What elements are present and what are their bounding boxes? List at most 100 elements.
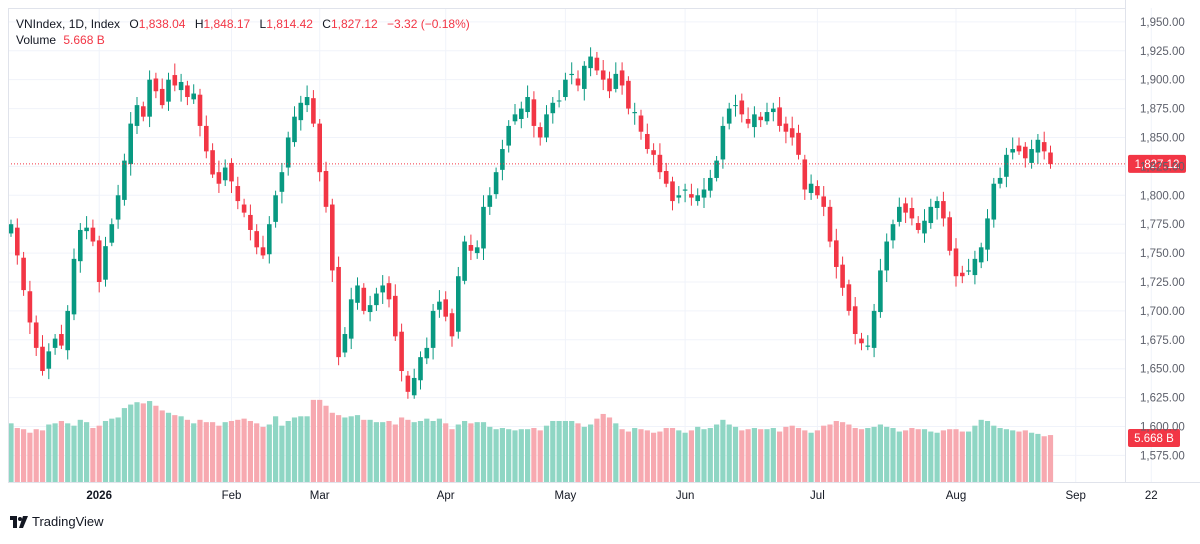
volume-bar [228, 420, 235, 482]
candle-body [147, 79, 152, 117]
volume-bar [310, 399, 316, 482]
candle-body [437, 301, 442, 310]
volume-bar [858, 429, 865, 482]
volume-bar [840, 422, 846, 482]
candle-body [46, 351, 52, 369]
volume-value: 5.668 B [63, 33, 105, 47]
volume-bar [1041, 436, 1047, 482]
candle-body [726, 108, 732, 124]
candle-body [443, 299, 448, 317]
volume-bar [1010, 430, 1016, 482]
y-tick-label: 1,775.00 [1140, 219, 1185, 231]
volume-bar [216, 425, 222, 482]
candle-body [544, 114, 549, 138]
volume-bar [783, 426, 789, 482]
high-label: H [194, 17, 204, 31]
candle-body [745, 118, 751, 124]
volume-bar [770, 428, 776, 482]
candle-body [815, 186, 820, 196]
volume-bar [714, 424, 720, 482]
volume-bar [90, 428, 96, 482]
candle-body [292, 116, 297, 143]
tradingview-logo[interactable]: TradingView [10, 514, 104, 529]
volume-bar [367, 419, 373, 482]
volume-bar [298, 416, 304, 482]
volume-bar [865, 428, 871, 482]
y-tick-label: 1,750.00 [1140, 248, 1185, 260]
candle-body [405, 375, 411, 392]
volume-bar [581, 426, 587, 482]
candle-body [531, 99, 537, 126]
volume-bar [241, 418, 247, 482]
candle-body [418, 357, 423, 381]
candle-body [758, 116, 763, 121]
candle-body [122, 160, 127, 200]
volume-bar [588, 424, 594, 482]
candle-body [323, 171, 329, 207]
volume-bar [764, 429, 770, 482]
volume-bar [134, 402, 140, 482]
candle-body [909, 208, 915, 219]
volume-bar [291, 417, 298, 482]
volume-bar [966, 431, 972, 482]
candle-body [500, 149, 505, 170]
candle-body [1004, 154, 1009, 177]
candle-body [197, 94, 203, 126]
y-tick-label: 1,700.00 [1140, 306, 1185, 318]
volume-bar [625, 431, 631, 482]
grid-layer [8, 8, 1152, 482]
candle-body [33, 322, 39, 348]
y-tick-label: 1,900.00 [1140, 75, 1185, 87]
volume-bar [1029, 432, 1035, 482]
volume-label[interactable]: Volume [16, 33, 57, 47]
volume-bar [165, 412, 172, 482]
candle-body [821, 196, 826, 207]
volume-bar [959, 431, 965, 482]
volume-bar [997, 428, 1003, 482]
candle-body [922, 220, 927, 234]
volume-bar [342, 417, 348, 482]
open-label: O [129, 17, 139, 31]
candle-body [771, 108, 776, 113]
candle-body [153, 78, 159, 92]
candle-body [267, 224, 272, 255]
volume-bar [260, 426, 266, 482]
low-value: 1,814.42 [266, 17, 313, 31]
volume-bar [329, 412, 335, 482]
volume-bar [789, 425, 795, 482]
volume-bar [537, 430, 543, 482]
volume-bar [720, 419, 726, 482]
volume-bar [361, 419, 367, 482]
volume-bar [462, 420, 468, 482]
volume-bar [21, 429, 27, 482]
volume-bar [732, 426, 739, 482]
volume-bar [695, 426, 701, 482]
x-tick-label: 2026 [86, 490, 112, 502]
symbol-title[interactable]: VNIndex, 1D, Index [16, 17, 121, 31]
volume-bar [424, 418, 430, 482]
volume-bar [336, 415, 342, 482]
candle-body [273, 195, 278, 222]
candle-body [878, 270, 883, 313]
low-label: L [259, 17, 267, 31]
volume-bar [317, 399, 323, 482]
candle-body [342, 334, 348, 353]
candle-body [15, 227, 20, 256]
volume-bar [411, 422, 417, 482]
candle-body [1016, 145, 1022, 152]
candle-body [1023, 146, 1028, 159]
x-tick-label: Jun [676, 490, 695, 502]
volume-bar [638, 429, 644, 482]
candle-body [663, 171, 669, 184]
volume-bar [235, 419, 241, 482]
volume-bar [109, 418, 115, 482]
y-tick-label: 1,875.00 [1140, 104, 1185, 116]
candle-body [380, 285, 385, 293]
last-volume-tag [1128, 429, 1180, 447]
candle-body [285, 137, 291, 168]
volume-bar [436, 418, 442, 482]
volume-bar [52, 423, 58, 482]
volume-bar [550, 420, 556, 482]
